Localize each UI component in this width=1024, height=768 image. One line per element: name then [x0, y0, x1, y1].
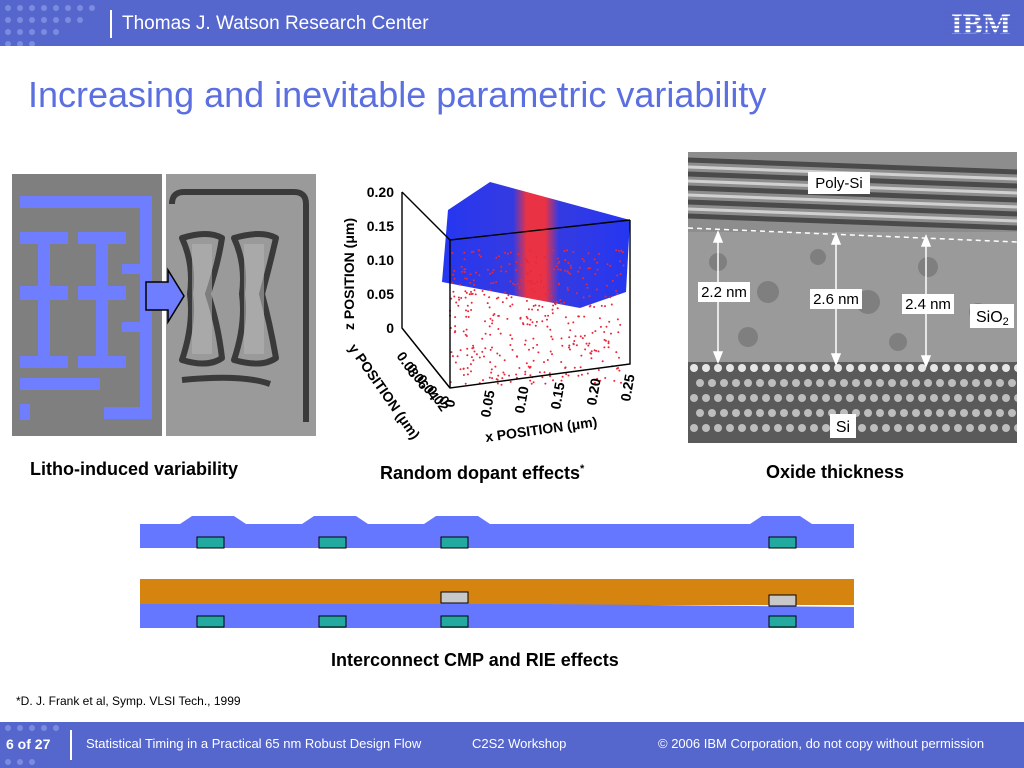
header-dot-pattern [5, 5, 95, 46]
page-number: 6 of 27 [6, 736, 51, 752]
sio2-label: SiO2 [976, 309, 1009, 328]
layout-drawn-shapes [20, 196, 152, 420]
metal-line [318, 615, 347, 628]
x-axis-label: x POSITION (μm) [484, 413, 598, 445]
plot-box-frame [401, 191, 631, 389]
poly-si-lattice [688, 157, 1017, 231]
ibm-logo: IBM [944, 8, 1018, 40]
z-axis-label: z POSITION (μm) [341, 218, 357, 330]
thickness-label: 2.6 nm [813, 291, 859, 308]
dopant-3d-plot: 0.20 0.15 0.10 0.05 0 z POSITION (μm) 0.… [341, 182, 638, 445]
z-tick: 0 [386, 320, 394, 336]
metal-line [318, 536, 347, 549]
tem-oxide-image: Poly-Si 2.2 nm 2.6 nm 2.4 nm SiO2 Si [688, 152, 1017, 443]
caption-litho: Litho-induced variability [30, 459, 239, 479]
caption-dopant: Random dopant effects* [380, 463, 585, 483]
etch-residue [768, 594, 797, 607]
x-tick: 0.20 [583, 377, 604, 407]
header-title: Thomas J. Watson Research Center [122, 13, 429, 34]
footer-copyright: © 2006 IBM Corporation, do not copy with… [658, 736, 985, 751]
metal-line [440, 536, 469, 549]
footer-workshop: C2S2 Workshop [472, 736, 567, 751]
x-tick: 0.25 [617, 373, 638, 403]
si-lattice-atoms [690, 364, 1017, 432]
reference-footnote: *D. J. Frank et al, Symp. VLSI Tech., 19… [16, 694, 241, 708]
x-tick: 0.10 [511, 385, 532, 415]
footer-title: Statistical Timing in a Practical 65 nm … [86, 736, 422, 751]
metal-line [440, 615, 469, 628]
footer-separator [70, 730, 72, 760]
header-separator [110, 10, 112, 38]
z-tick: 0.10 [367, 252, 394, 268]
z-tick: 0.05 [367, 286, 394, 302]
poly-si-label: Poly-Si [815, 175, 863, 192]
caption-oxide: Oxide thickness [766, 462, 905, 482]
red-dopant-points [449, 249, 625, 386]
etch-residue [440, 591, 469, 604]
cmp-dielectric-layer [140, 516, 854, 548]
x-tick: 0.05 [477, 389, 498, 419]
thickness-label: 2.2 nm [701, 284, 747, 301]
z-tick: 0.15 [367, 218, 394, 234]
x-tick: 0.15 [547, 381, 568, 411]
layout-drawn-background [12, 174, 162, 436]
interconnect-diagram [140, 516, 854, 628]
footer-bar: 6 of 27 Statistical Timing in a Practica… [0, 722, 1024, 768]
thickness-label: 2.4 nm [905, 296, 951, 313]
sem-printed-shapes [169, 189, 309, 422]
header-bar: Thomas J. Watson Research Center IBM [0, 0, 1024, 46]
litho-layout-figure [12, 174, 316, 436]
arrow-right-icon [145, 267, 185, 325]
copper-layer [140, 579, 854, 605]
footer-dot-pattern [5, 725, 59, 765]
poly-si-interface-line [688, 227, 1017, 243]
si-label: Si [836, 419, 850, 436]
metal-line [768, 615, 797, 628]
caption-interconnect: Interconnect CMP and RIE effects [331, 650, 619, 670]
z-tick: 0.20 [367, 184, 394, 200]
rie-dielectric-layer [140, 604, 854, 628]
blue-dopant-cloud [442, 182, 630, 308]
metal-line [196, 536, 225, 549]
metal-line [196, 615, 225, 628]
x-tick: 0 [441, 398, 458, 409]
metal-line [768, 536, 797, 549]
slide-title: Increasing and inevitable parametric var… [28, 74, 767, 115]
